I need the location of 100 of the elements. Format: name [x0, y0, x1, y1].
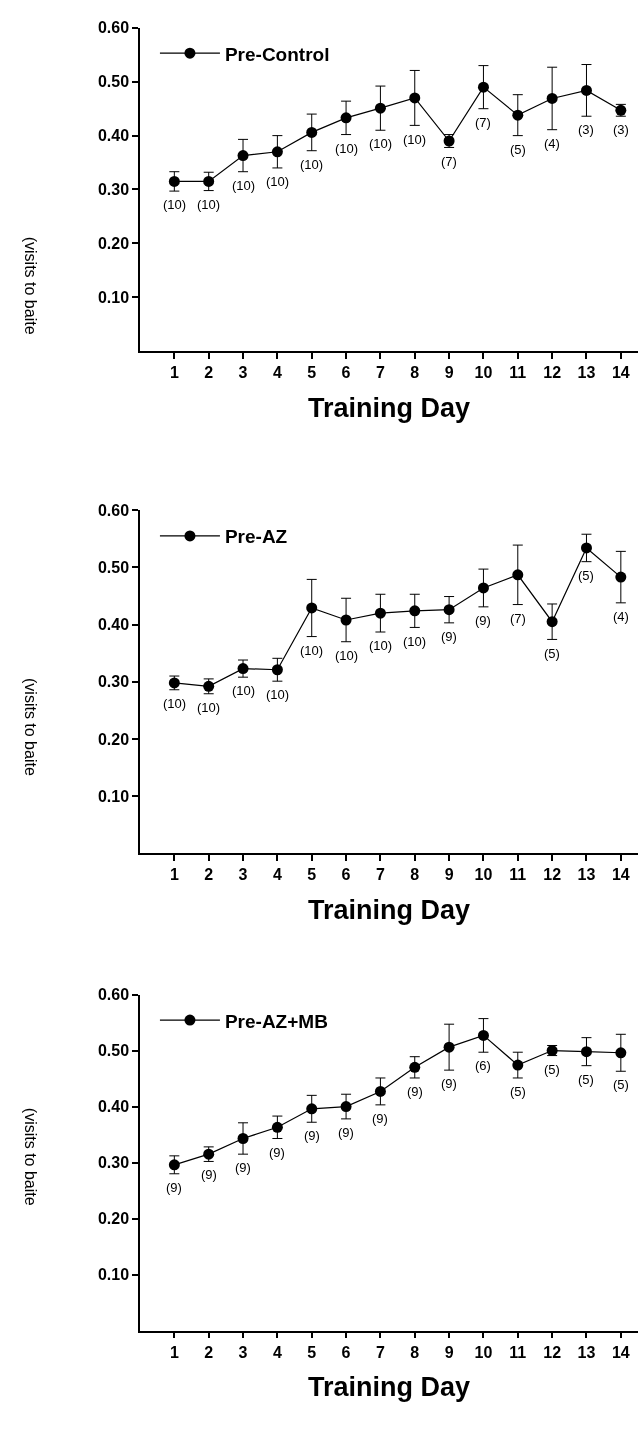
- y-tick-label: 0.30: [97, 673, 130, 691]
- x-tick-label: 5: [307, 1343, 317, 1361]
- annotation: (9): [166, 1180, 182, 1195]
- point: [340, 1101, 352, 1113]
- annotation: (5): [510, 1084, 526, 1099]
- y-axis-title: (visits to baite: [21, 236, 39, 335]
- y-tick-label: 0.40: [97, 1098, 130, 1116]
- point: [615, 571, 627, 583]
- x-tick-label: 11: [509, 866, 527, 884]
- point: [615, 1047, 627, 1059]
- annotation: (5): [544, 1062, 560, 1077]
- x-tick-label: 4: [272, 364, 282, 382]
- point: [409, 605, 421, 617]
- x-tick-label: 7: [375, 1343, 385, 1361]
- x-tick-label: 9: [444, 866, 454, 884]
- point: [409, 92, 421, 104]
- point: [580, 84, 592, 96]
- point: [168, 1159, 180, 1171]
- annotation: (3): [578, 122, 594, 137]
- x-tick-label: 12: [543, 364, 562, 382]
- x-tick-label: 1: [169, 1343, 179, 1361]
- x-tick-label: 1: [169, 866, 179, 884]
- y-tick-label: 0.10: [97, 787, 130, 805]
- annotation: (5): [578, 568, 594, 583]
- x-tick-label: 7: [375, 866, 385, 884]
- y-tick-label: 0.20: [97, 1210, 130, 1228]
- x-tick-label: 13: [577, 364, 596, 382]
- y-tick-label: 0.10: [97, 288, 130, 306]
- x-tick-label: 12: [543, 866, 562, 884]
- annotation: (5): [613, 1077, 629, 1092]
- x-tick-label: 2: [204, 364, 214, 382]
- point: [477, 81, 489, 93]
- x-axis-title: Training Day: [307, 895, 471, 926]
- x-tick-label: 5: [307, 866, 317, 884]
- y-tick-label: 0.30: [97, 1154, 130, 1172]
- x-tick-label: 8: [410, 1343, 420, 1361]
- x-tick-label: 11: [509, 364, 527, 382]
- x-tick-label: 8: [410, 866, 420, 884]
- y-tick-label: 0.50: [97, 558, 130, 576]
- point: [477, 582, 489, 594]
- annotation: (10): [335, 648, 359, 663]
- y-tick-label: 0.20: [97, 730, 130, 748]
- annotation: (9): [201, 1167, 217, 1182]
- point: [237, 663, 249, 675]
- x-tick-label: 10: [474, 1343, 493, 1361]
- annotation: (10): [232, 178, 256, 193]
- x-tick-label: 4: [272, 1343, 282, 1361]
- x-tick-label: 14: [611, 866, 630, 884]
- x-tick-label: 2: [204, 1343, 214, 1361]
- point: [512, 109, 524, 121]
- point: [168, 175, 180, 187]
- annotation: (6): [475, 1058, 491, 1073]
- y-axis-title: (visits to baite: [21, 1107, 39, 1206]
- annotation: (10): [163, 197, 187, 212]
- y-axis-title: (visits to baite: [22, 678, 39, 776]
- annotation: (9): [441, 1076, 457, 1091]
- annotation: (7): [510, 611, 526, 626]
- y-tick-label: 0.60: [97, 19, 130, 37]
- annotation: (10): [300, 643, 324, 658]
- point: [580, 1046, 592, 1058]
- legend-label: Pre-Control: [224, 43, 330, 65]
- x-tick-label: 2: [204, 866, 214, 884]
- point: [306, 602, 318, 614]
- point: [546, 616, 558, 628]
- annotation: (10): [403, 634, 427, 649]
- x-tick-label: 5: [307, 364, 317, 382]
- annotation: (10): [335, 141, 359, 156]
- legend-label: Pre-AZ: [224, 526, 288, 548]
- y-tick-label: 0.10: [97, 1266, 130, 1284]
- y-tick-label: 0.40: [97, 127, 130, 145]
- y-tick-label: 0.30: [97, 181, 130, 199]
- annotation: (3): [613, 122, 629, 137]
- x-tick-label: 9: [444, 1343, 454, 1361]
- annotation: (10): [403, 132, 427, 147]
- annotation: (9): [235, 1160, 251, 1175]
- point: [374, 102, 386, 114]
- point: [443, 604, 455, 616]
- point: [409, 1061, 421, 1073]
- x-tick-label: 14: [611, 364, 630, 382]
- x-tick-label: 10: [474, 364, 493, 382]
- x-tick-label: 13: [577, 866, 596, 884]
- annotation: (10): [266, 687, 290, 702]
- point: [477, 1029, 489, 1041]
- point: [546, 92, 558, 104]
- annotation: (10): [369, 136, 393, 151]
- y-tick-label: 0.50: [97, 1042, 130, 1060]
- annotation: (9): [269, 1145, 285, 1160]
- point: [203, 175, 215, 187]
- x-tick-label: 1: [169, 364, 179, 382]
- x-axis-title: Training Day: [307, 1372, 471, 1403]
- annotation: (9): [372, 1111, 388, 1126]
- point: [512, 569, 524, 581]
- x-axis-title: Training Day: [307, 392, 471, 423]
- point: [340, 614, 352, 626]
- y-tick-label: 0.50: [97, 73, 130, 91]
- annotation: (10): [300, 157, 324, 172]
- x-tick-label: 9: [444, 364, 454, 382]
- y-tick-label: 0.40: [97, 616, 130, 634]
- annotation: (9): [304, 1128, 320, 1143]
- x-tick-label: 6: [341, 866, 351, 884]
